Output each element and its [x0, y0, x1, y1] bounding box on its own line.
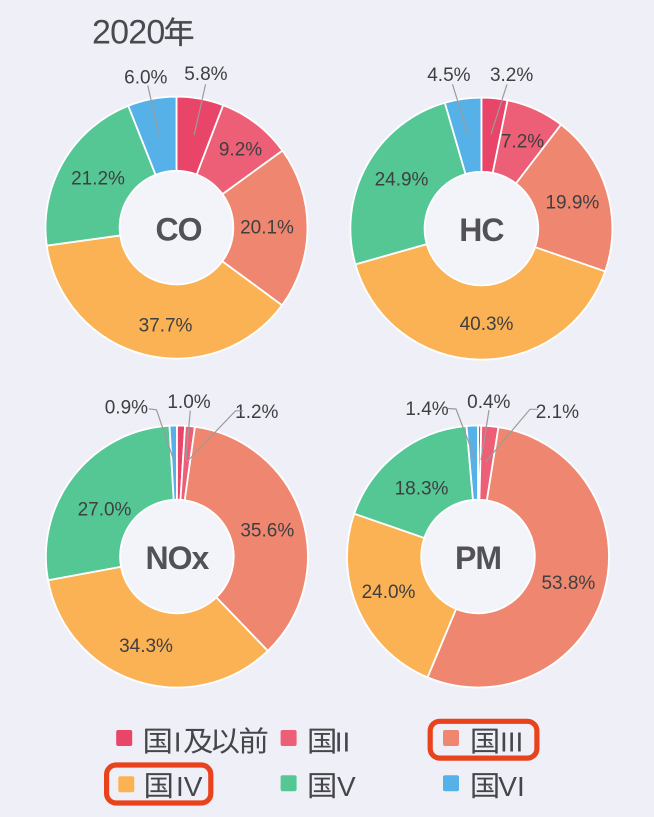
- svg-text:VI: VI: [498, 771, 524, 802]
- svg-text:19.9%: 19.9%: [545, 193, 599, 214]
- svg-text:IV: IV: [176, 771, 203, 802]
- svg-text:37.7%: 37.7%: [139, 315, 193, 336]
- svg-text:7.2%: 7.2%: [501, 131, 544, 152]
- svg-text:HC: HC: [459, 212, 504, 248]
- svg-text:24.0%: 24.0%: [362, 582, 416, 603]
- svg-text:6.0%: 6.0%: [124, 68, 167, 89]
- svg-text:34.3%: 34.3%: [119, 636, 173, 657]
- svg-text:9.2%: 9.2%: [219, 140, 262, 161]
- svg-text:2020: 2020: [92, 14, 164, 52]
- svg-text:0.4%: 0.4%: [467, 392, 510, 413]
- svg-text:5.8%: 5.8%: [184, 64, 227, 85]
- svg-text:1.2%: 1.2%: [235, 402, 278, 423]
- svg-text:53.8%: 53.8%: [541, 573, 595, 594]
- svg-text:II: II: [335, 726, 351, 757]
- svg-text:PM: PM: [455, 540, 501, 576]
- svg-text:CO: CO: [156, 212, 202, 248]
- svg-text:4.5%: 4.5%: [427, 65, 470, 86]
- svg-text:III: III: [500, 726, 523, 757]
- svg-text:21.2%: 21.2%: [71, 168, 125, 189]
- svg-text:2.1%: 2.1%: [536, 402, 579, 423]
- svg-text:1.0%: 1.0%: [167, 392, 210, 413]
- svg-text:24.9%: 24.9%: [375, 169, 429, 190]
- svg-text:35.6%: 35.6%: [240, 520, 294, 541]
- svg-text:V: V: [337, 771, 356, 802]
- svg-text:I: I: [174, 726, 182, 757]
- svg-text:20.1%: 20.1%: [240, 217, 294, 238]
- svg-text:NOx: NOx: [146, 540, 210, 576]
- svg-text:0.9%: 0.9%: [105, 398, 148, 419]
- svg-text:40.3%: 40.3%: [460, 314, 514, 335]
- svg-text:1.4%: 1.4%: [405, 399, 448, 420]
- svg-text:18.3%: 18.3%: [395, 478, 449, 499]
- svg-text:3.2%: 3.2%: [490, 65, 533, 86]
- svg-text:27.0%: 27.0%: [78, 499, 132, 520]
